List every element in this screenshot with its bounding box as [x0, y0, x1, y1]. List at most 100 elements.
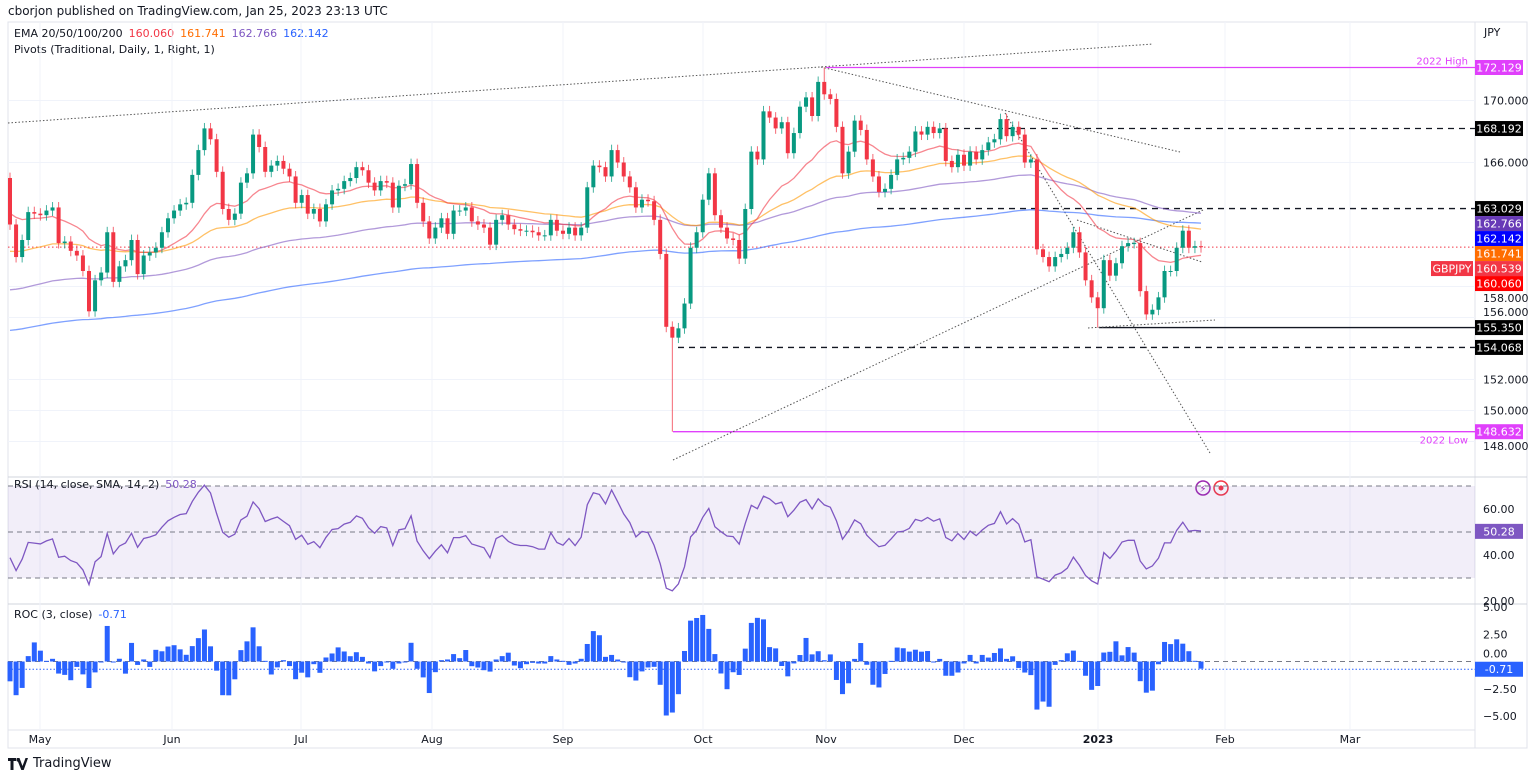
candle-body	[1144, 291, 1149, 315]
candle-body	[603, 167, 608, 177]
candle-body	[196, 150, 201, 175]
candle-body	[50, 207, 55, 211]
roc-bar	[463, 650, 469, 662]
candle-body	[86, 271, 91, 312]
candle-body	[439, 218, 444, 228]
roc-bar	[280, 660, 286, 662]
trend-line-drawing	[7, 43, 1154, 124]
candle-body	[755, 151, 760, 160]
symbol-tag-text: GBPJPY	[1432, 263, 1471, 276]
roc-bar	[274, 661, 280, 668]
rsi-legend[interactable]: RSI (14, close, SMA, 14, 2) 50.28	[14, 478, 203, 491]
candle-body	[980, 150, 985, 160]
roc-bar	[359, 656, 365, 662]
roc-bar	[888, 660, 894, 662]
price-axis-badge-text: 172.129	[1476, 62, 1522, 75]
time-tick-label: Jul	[293, 733, 307, 746]
candle-body	[992, 139, 997, 143]
candle-body	[883, 188, 888, 192]
ema50-line	[9, 155, 1202, 254]
roc-bar	[530, 661, 536, 663]
roc-bar	[31, 642, 37, 662]
candle-body	[1041, 249, 1046, 258]
ema-legend[interactable]: EMA 20/50/100/200 160.060 161.741 162.766 16…	[14, 27, 335, 40]
candle-body	[1150, 309, 1155, 315]
time-tick-label: Sep	[553, 733, 574, 746]
candle-body	[20, 240, 25, 258]
candle-body	[1077, 232, 1082, 253]
roc-bar	[669, 661, 675, 713]
roc-bar	[384, 661, 390, 663]
roc-bar	[1155, 661, 1161, 665]
candle-body	[968, 151, 973, 166]
candle-body	[1022, 134, 1027, 163]
candle-body	[269, 165, 274, 172]
roc-bar	[572, 661, 578, 664]
roc-bar	[402, 661, 408, 663]
roc-bar	[736, 661, 742, 675]
candle-body	[852, 120, 857, 152]
candle-body	[615, 150, 620, 163]
candle-body	[494, 219, 499, 245]
roc-bar	[1131, 652, 1137, 662]
candle-body	[913, 131, 918, 152]
candle-body	[1162, 271, 1167, 298]
roc-bar	[262, 660, 268, 662]
candle-body	[141, 255, 146, 275]
brand-name: TradingView	[33, 756, 112, 771]
roc-bar	[700, 614, 706, 662]
candle-body	[931, 126, 936, 134]
candle-body	[718, 215, 723, 228]
candle-body	[317, 209, 322, 222]
ema200-value: 162.142	[283, 27, 329, 40]
tradingview-logo[interactable]: TradingView	[8, 756, 112, 771]
roc-bar	[25, 656, 31, 662]
roc-bar	[991, 652, 997, 662]
candle-body	[998, 119, 1003, 140]
roc-tick-label: −2.50	[1483, 683, 1517, 696]
price-tick-label: 150.000	[1483, 405, 1529, 418]
candle-body	[74, 250, 79, 256]
candle-body	[202, 128, 207, 151]
candle-body	[378, 181, 383, 191]
candle-body	[172, 210, 177, 219]
roc-bar	[979, 654, 985, 662]
roc-bar	[760, 619, 766, 662]
roc-bar	[56, 661, 62, 674]
roc-bar	[900, 648, 906, 662]
pivots-legend[interactable]: Pivots (Traditional, Daily, 1, Right, 1)	[14, 43, 215, 56]
candle-body	[512, 224, 517, 230]
candle-body	[737, 240, 742, 259]
candle-body	[664, 253, 669, 327]
rsi-line	[9, 484, 1202, 592]
price-tick-label: 170.000	[1483, 95, 1529, 108]
roc-bar	[1040, 661, 1046, 702]
roc-tick-label: 2.50	[1483, 628, 1508, 641]
candle-body	[1095, 297, 1100, 309]
candle-body	[366, 170, 371, 183]
candle-body	[1199, 246, 1203, 248]
candle-body	[80, 255, 85, 271]
candle-body	[761, 111, 766, 160]
roc-legend[interactable]: ROC (3, close) -0.71	[14, 608, 133, 621]
candle-body	[986, 142, 991, 151]
lightning-icon[interactable]	[1195, 480, 1211, 496]
candle-body	[639, 199, 644, 208]
candle-body	[591, 165, 596, 188]
candle-body	[1034, 159, 1039, 250]
roc-bar	[846, 661, 852, 684]
candle-body	[919, 131, 924, 135]
candle-body	[858, 120, 863, 130]
candle-body	[111, 232, 116, 282]
roc-bar	[633, 661, 639, 681]
roc-bar	[627, 661, 633, 678]
price-axis-badge-text: 154.068	[1476, 341, 1522, 354]
candle-body	[955, 154, 960, 168]
roc-bar	[104, 625, 110, 662]
candle-body	[1107, 260, 1112, 276]
roc-bar	[98, 661, 104, 663]
candle-body	[226, 209, 231, 220]
price-axis-badge-text: 161.741	[1476, 248, 1522, 261]
roc-bar	[1186, 651, 1192, 662]
